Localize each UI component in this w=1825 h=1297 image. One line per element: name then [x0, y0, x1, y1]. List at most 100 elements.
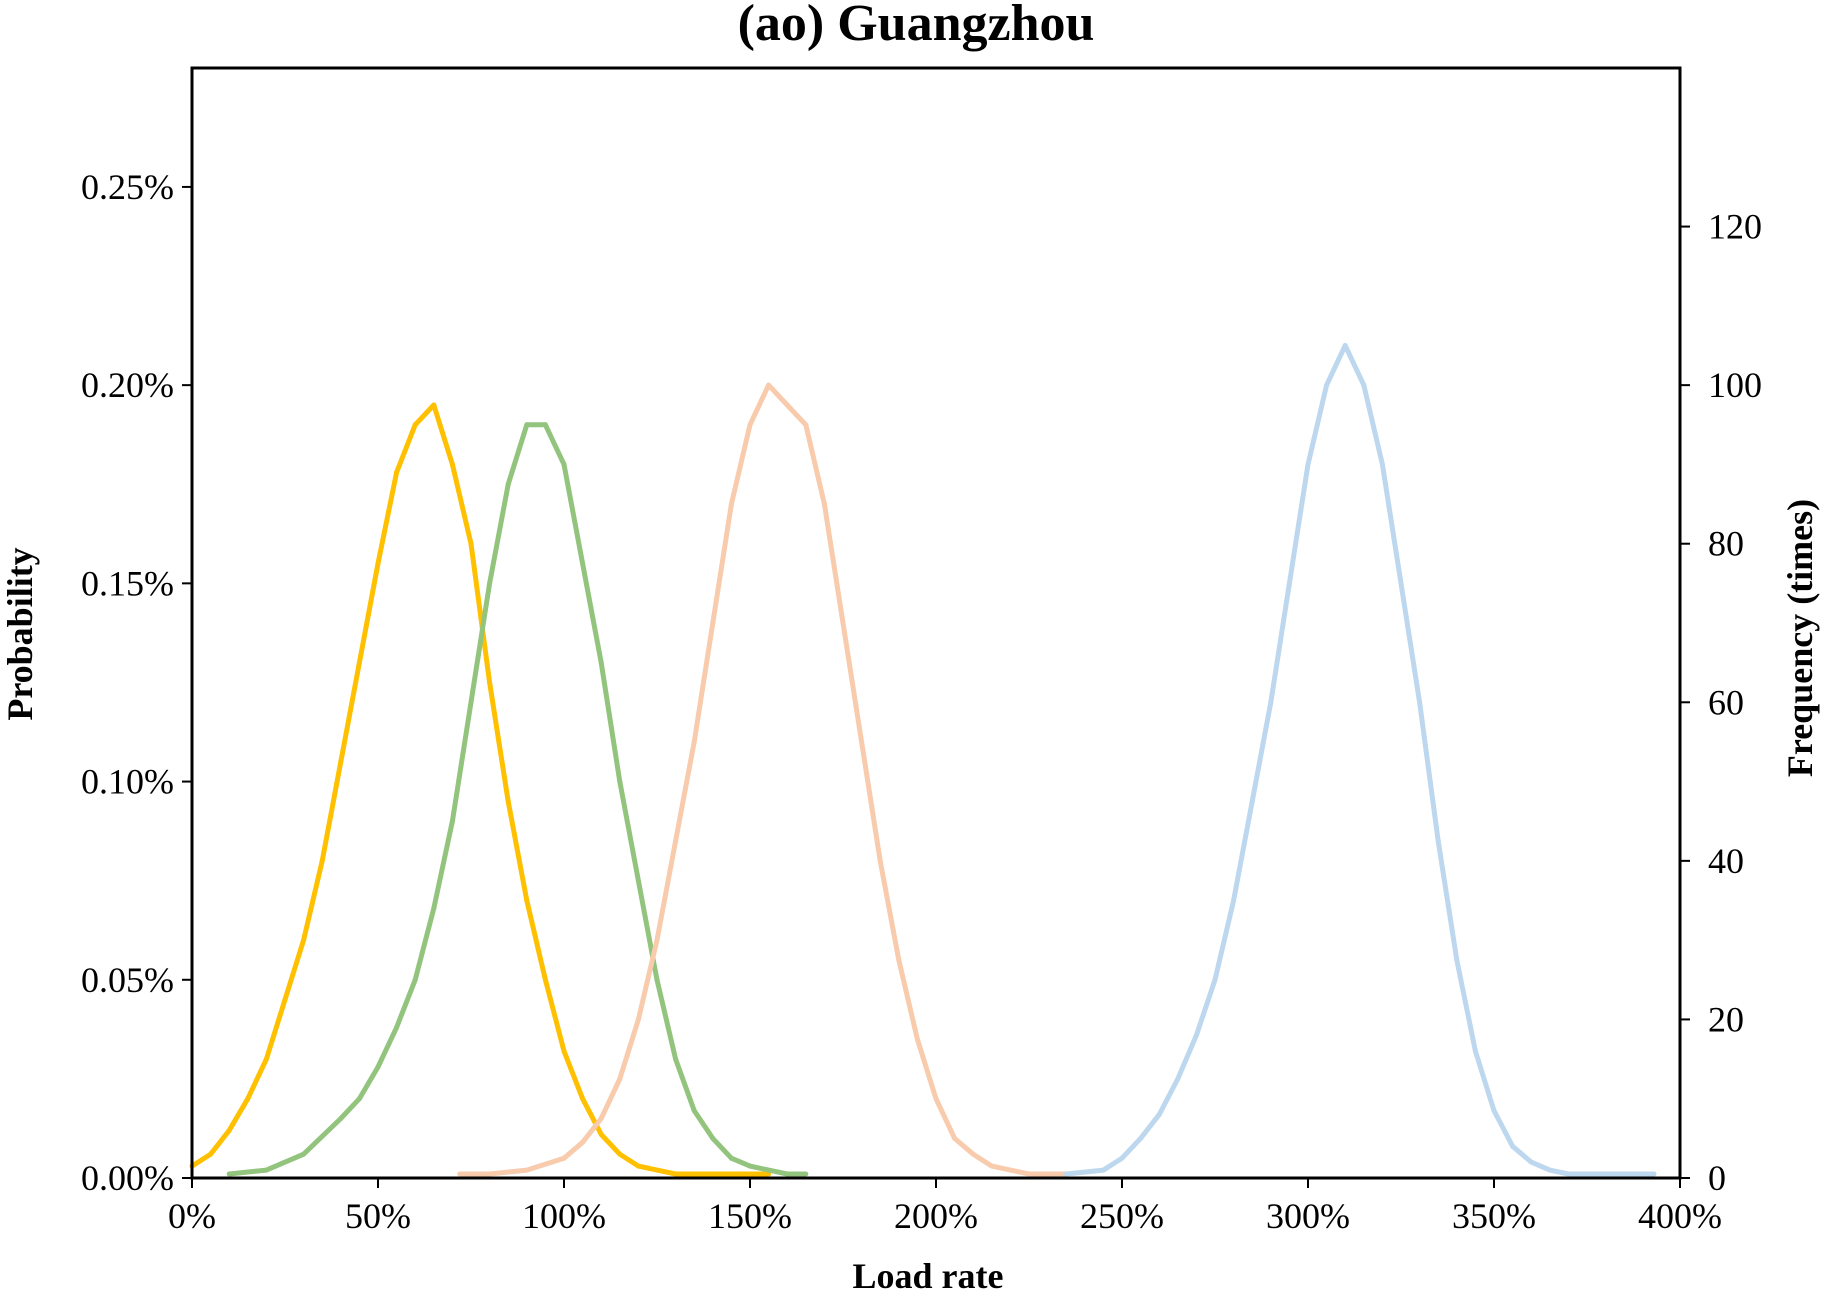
series-4-point	[1138, 1135, 1144, 1141]
series-3-point	[1007, 1167, 1013, 1173]
series-1-point	[468, 541, 474, 547]
y-tick-label: 0.00%	[81, 1158, 174, 1198]
plot-frame	[190, 66, 1682, 1180]
series-3-point	[821, 501, 827, 507]
series-2-point	[580, 561, 586, 566]
series-4-point	[1286, 580, 1292, 586]
series-4-point	[1100, 1167, 1106, 1173]
series-4-point	[1651, 1171, 1657, 1177]
series-2-point	[468, 699, 474, 705]
series-2-point	[375, 1064, 381, 1070]
series-1-point	[338, 759, 344, 765]
series-3-point	[914, 1036, 920, 1042]
series-3-point	[1045, 1171, 1051, 1177]
series-1-point	[208, 1151, 214, 1157]
series-4-point	[1175, 1076, 1181, 1082]
series-2-point	[673, 1056, 679, 1062]
series-3-point	[617, 1076, 623, 1082]
series-4-point	[1603, 1171, 1609, 1177]
series-1-point	[710, 1171, 716, 1177]
x-tick-label: 250%	[1080, 1196, 1164, 1236]
series-1-point	[282, 997, 288, 1003]
series-3-point	[580, 1139, 586, 1145]
series-1-point	[245, 1096, 251, 1102]
y-axis-label: Probability	[0, 547, 40, 720]
series-4-point	[1063, 1171, 1069, 1177]
series-4-point	[1584, 1171, 1590, 1177]
series-3-point	[487, 1171, 493, 1177]
series-2-point	[617, 779, 623, 785]
series-4-point	[1398, 580, 1404, 586]
y2-tick-label: 80	[1708, 524, 1744, 564]
series-1-point	[635, 1163, 641, 1169]
series-4-point	[1231, 898, 1237, 903]
x-tick-label: 350%	[1452, 1196, 1536, 1236]
series-3-point	[561, 1155, 567, 1161]
series-2-point	[431, 905, 437, 911]
series-3-point	[524, 1167, 530, 1173]
series-3-point	[654, 937, 660, 943]
y-tick-label: 0.20%	[81, 365, 174, 405]
series-2-point	[784, 1171, 790, 1177]
series-1-point	[691, 1171, 697, 1177]
series-1-point	[319, 858, 325, 864]
series-3-point	[970, 1151, 976, 1157]
series-4-point	[1268, 699, 1274, 705]
series-4-point	[1491, 1108, 1497, 1114]
series-2-point	[766, 1167, 772, 1173]
y2-tick-label: 20	[1708, 999, 1744, 1039]
series-1-point	[524, 898, 530, 903]
series-line-3	[459, 382, 1067, 1177]
series-1-point	[431, 402, 437, 408]
series-2-point	[654, 977, 660, 983]
series-3-point	[635, 1016, 641, 1022]
series-4-point	[1249, 798, 1255, 804]
y-tick-label: 0.10%	[81, 762, 174, 802]
series-2-point	[598, 660, 604, 666]
series-3-point	[952, 1135, 958, 1141]
chart-title: (ao) Guangzhou	[738, 0, 1095, 52]
x-tick-label: 50%	[345, 1196, 411, 1236]
y-tick-label: 0.25%	[81, 167, 174, 207]
series-line-4	[1065, 343, 1654, 1177]
y-tick-label: 0.15%	[81, 563, 174, 603]
series-2-point	[561, 461, 567, 467]
series-2-point	[263, 1167, 269, 1173]
series-1-point	[356, 660, 362, 666]
series-4-point	[1212, 977, 1218, 983]
series-4-point	[1547, 1167, 1553, 1173]
x-tick-label: 0%	[168, 1196, 216, 1236]
x-tick-label: 150%	[708, 1196, 792, 1236]
series-1-point	[505, 798, 511, 804]
x-axis-label: Load rate	[853, 1256, 1004, 1296]
series-3-point	[989, 1163, 995, 1169]
series-3-point	[766, 382, 772, 388]
series-2-point	[803, 1171, 809, 1177]
series-4-point	[1119, 1155, 1125, 1161]
series-2-point	[226, 1171, 232, 1177]
series-1-point	[654, 1167, 660, 1173]
series-3-point	[859, 739, 865, 745]
series-1-point	[542, 977, 548, 983]
series-3-point	[673, 838, 679, 844]
x-tick-label: 400%	[1638, 1196, 1722, 1236]
series-3-point	[728, 501, 734, 507]
series-1-point	[375, 561, 381, 566]
series-1-point	[226, 1127, 232, 1133]
series-2-point	[356, 1096, 362, 1102]
series-1-point	[394, 469, 400, 475]
series-1-point	[580, 1096, 586, 1102]
series-1-point	[412, 422, 418, 428]
series-4-point	[1156, 1112, 1162, 1118]
series-2-point	[394, 1024, 400, 1030]
series-4-point	[1379, 461, 1385, 467]
x-tick-label: 100%	[522, 1196, 606, 1236]
x-tick-label: 200%	[894, 1196, 978, 1236]
series-2-point	[524, 422, 530, 428]
series-3-point	[598, 1116, 604, 1121]
series-3-point	[784, 402, 790, 408]
series-1-point	[728, 1171, 734, 1177]
series-3-point	[691, 739, 697, 745]
series-3-point	[747, 422, 753, 428]
